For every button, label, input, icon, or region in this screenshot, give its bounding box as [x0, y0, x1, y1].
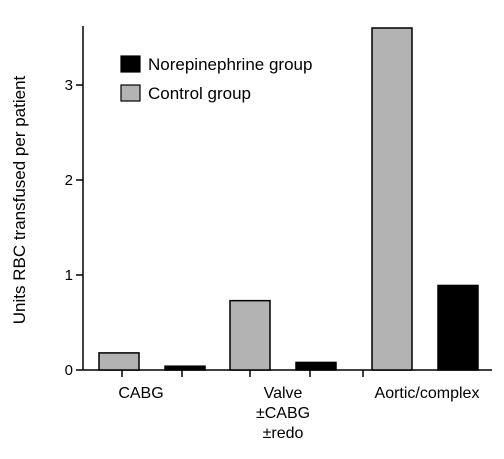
- legend-label: Norepinephrine group: [148, 55, 312, 74]
- legend-swatch: [120, 55, 141, 73]
- y-tick-label: 1: [65, 267, 73, 284]
- x-tick-label: ±CABG: [256, 405, 310, 422]
- x-tick-label: Valve: [264, 385, 303, 402]
- chart-tick-labels: 0 1 2 3 CABG Valve ±CABG ±redo Aortic/complex: [65, 77, 480, 442]
- legend-label: Control group: [148, 84, 251, 103]
- bar-norepinephrine: [295, 361, 337, 371]
- x-tick-label: ±redo: [263, 425, 304, 442]
- legend-swatch: [120, 84, 141, 102]
- y-tick-label: 3: [65, 77, 73, 94]
- x-tick-label: Aortic/complex: [375, 385, 480, 402]
- bar-norepinephrine: [164, 365, 206, 371]
- chart-bars: [98, 27, 479, 371]
- chart-legend: Norepinephrine group Control group: [120, 55, 312, 103]
- bar-norepinephrine: [437, 284, 479, 371]
- y-axis-label: Units RBC transfused per patient: [10, 75, 29, 324]
- y-tick-label: 0: [65, 362, 73, 379]
- bar-control: [98, 352, 140, 371]
- bar-control: [371, 27, 413, 371]
- chart-axes: [76, 26, 492, 377]
- x-tick-label: CABG: [118, 385, 163, 402]
- y-tick-label: 2: [65, 172, 73, 189]
- bar-control: [229, 299, 271, 371]
